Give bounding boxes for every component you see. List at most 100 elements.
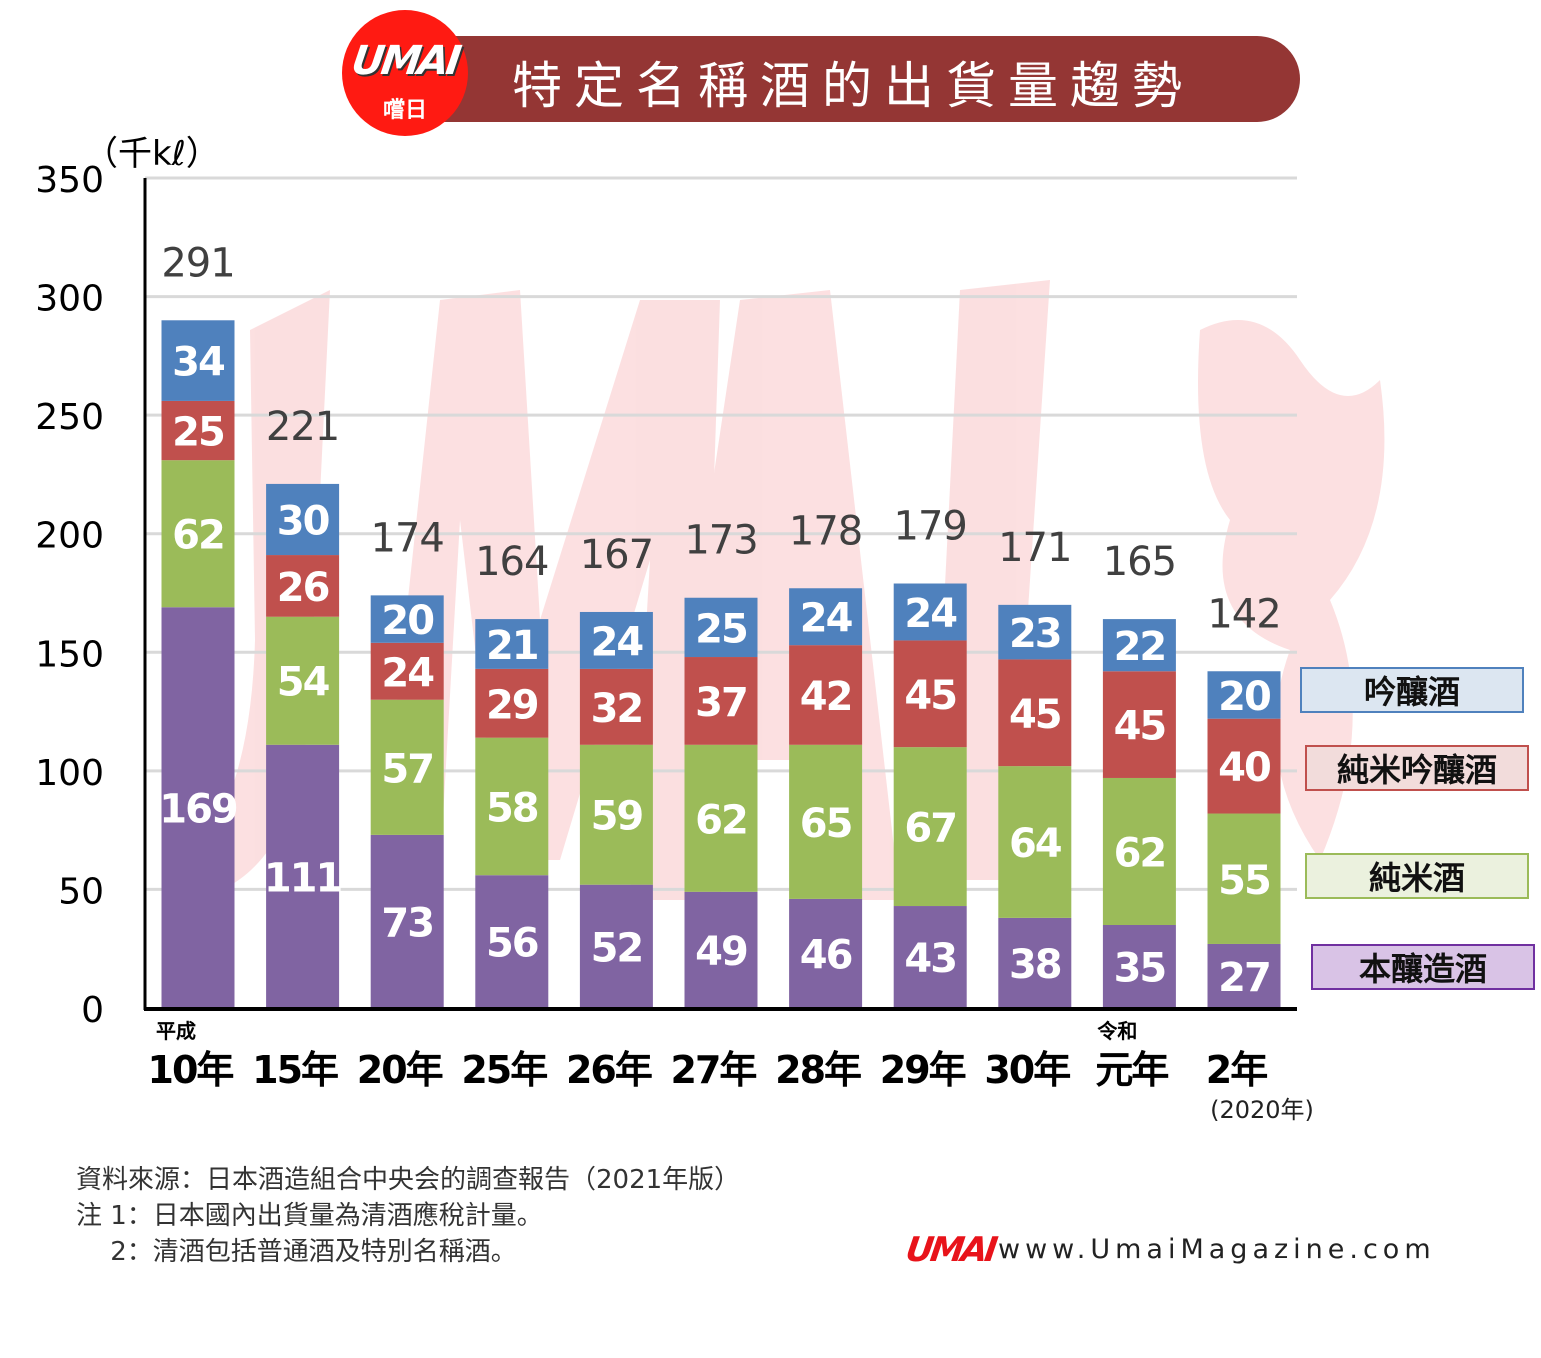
bar-segment [998, 604, 1072, 660]
bar-segment [998, 659, 1072, 767]
x-tick-label: 27年 [671, 1048, 757, 1092]
umai-watermark [170, 280, 1385, 900]
footer-url[interactable]: www.UmaiMagazine.com [998, 1234, 1436, 1265]
segment-value-label: 37 [695, 680, 747, 726]
legend-label: 純米酒 [1368, 859, 1465, 897]
segment-value-label: 111 [264, 855, 342, 901]
segment-value-label: 25 [695, 606, 747, 652]
segment-value-label: 25 [172, 410, 224, 456]
bar-segment [579, 884, 653, 1008]
x-category-note: (2020年) [1210, 1096, 1314, 1124]
segment-value-label: 42 [800, 674, 852, 720]
note-1: 注 1：日本國內出貨量為清酒應稅計量。 [76, 1201, 543, 1231]
segment-value-label: 26 [277, 565, 329, 611]
segment-value-label: 52 [591, 925, 643, 971]
bar-segment [893, 906, 967, 1008]
bar-segment [266, 616, 340, 745]
legend-item-junmai: 純米酒 [1305, 853, 1529, 899]
total-value-label: 178 [789, 508, 862, 554]
segment-value-label: 24 [904, 591, 956, 637]
x-tick-label: 30年 [984, 1048, 1070, 1092]
era-label: 令和 [1097, 1019, 1137, 1043]
bars [161, 320, 1281, 1008]
segment-value-label: 56 [486, 921, 538, 967]
legend-item-junmai-ginjo: 純米吟釀酒 [1305, 745, 1529, 791]
segment-value-label: 54 [277, 660, 329, 706]
segment-value-label: 73 [381, 900, 433, 946]
segment-value-label: 45 [1114, 704, 1166, 750]
total-value-label: 179 [894, 504, 967, 550]
segment-value-label: 38 [1009, 942, 1061, 988]
bar-segment [1102, 925, 1176, 1008]
bar-segment [998, 766, 1072, 918]
bar-segment [684, 597, 758, 658]
segment-value-label: 46 [800, 932, 852, 978]
bar-segment [579, 668, 653, 745]
bar-segment [1207, 813, 1281, 944]
legend-item-ginjo: 吟釀酒 [1300, 667, 1524, 713]
umai-logo-text: UMAI [348, 38, 462, 84]
segment-value-label: 64 [1009, 821, 1061, 867]
segment-value-label: 49 [695, 929, 747, 975]
x-tick-label: 20年 [357, 1048, 443, 1092]
segment-value-label: 20 [1218, 674, 1270, 720]
bar-segment [370, 699, 444, 835]
segment-value-label: 20 [381, 598, 433, 644]
total-value-label: 164 [475, 539, 548, 585]
segment-value-label: 22 [1114, 624, 1166, 670]
y-axis-unit: （千kℓ） [84, 134, 220, 174]
x-tick-label: 28年 [775, 1048, 861, 1092]
segment-value-label: 62 [695, 797, 747, 843]
data-labels: 1696225342911115426302217357242017456582… [159, 240, 1281, 1001]
y-tick-label: 150 [35, 634, 104, 675]
segment-value-label: 35 [1114, 946, 1166, 992]
legend-item-honjozo: 本釀造酒 [1311, 944, 1535, 990]
segment-value-label: 34 [172, 340, 224, 386]
segment-value-label: 45 [904, 673, 956, 719]
bar-segment [579, 611, 653, 669]
bar-segment [370, 834, 444, 1008]
segment-value-label: 30 [277, 498, 329, 544]
bar-segment [789, 744, 863, 899]
bar-segment [1207, 718, 1281, 814]
total-value-label: 173 [684, 518, 757, 564]
segment-value-label: 59 [591, 794, 643, 840]
segment-value-label: 24 [381, 650, 433, 696]
era-label: 平成 [156, 1019, 196, 1043]
umai-logo [342, 10, 468, 136]
title-banner [420, 36, 1300, 122]
y-tick-label: 200 [35, 516, 104, 557]
segment-value-label: 40 [1218, 745, 1270, 791]
footer-umai-logo: UMAI [903, 1230, 998, 1270]
source-note: 資料來源：日本酒造組合中央会的調查報告（2021年版） [76, 1165, 741, 1195]
segment-value-label: 32 [591, 686, 643, 732]
x-tick-label: 26年 [566, 1048, 652, 1092]
total-value-label: 174 [371, 515, 444, 561]
total-value-label: 165 [1103, 539, 1176, 585]
bar-segment [161, 460, 235, 608]
total-value-label: 171 [998, 525, 1071, 571]
bar-segment [893, 583, 967, 641]
segment-value-label: 57 [381, 746, 433, 792]
axes: 0 50 100 150 200 250 300 350 10年 15年 20年 25年 26年 27年 2… [35, 160, 1314, 1124]
y-tick-label: 250 [35, 397, 104, 438]
total-value-label: 142 [1207, 591, 1280, 637]
x-tick-label: 2年 [1206, 1048, 1267, 1092]
bar-segment [161, 320, 235, 401]
bar-segment [1102, 671, 1176, 778]
bar-segment [789, 898, 863, 1008]
segment-value-label: 29 [486, 682, 538, 728]
bar-segment [1207, 943, 1281, 1008]
bar-segment [789, 645, 863, 745]
bar-segment [1102, 619, 1176, 672]
legend-label: 吟釀酒 [1363, 673, 1460, 711]
x-tick-label: 15年 [252, 1048, 338, 1092]
y-tick-label: 50 [58, 871, 104, 912]
segment-value-label: 169 [159, 787, 237, 833]
bar-segment [789, 588, 863, 646]
legend-label: 純米吟釀酒 [1336, 751, 1497, 789]
bar-segment [370, 595, 444, 643]
bar-segment [579, 744, 653, 885]
segment-value-label: 55 [1218, 858, 1270, 904]
total-value-label: 291 [161, 240, 234, 286]
